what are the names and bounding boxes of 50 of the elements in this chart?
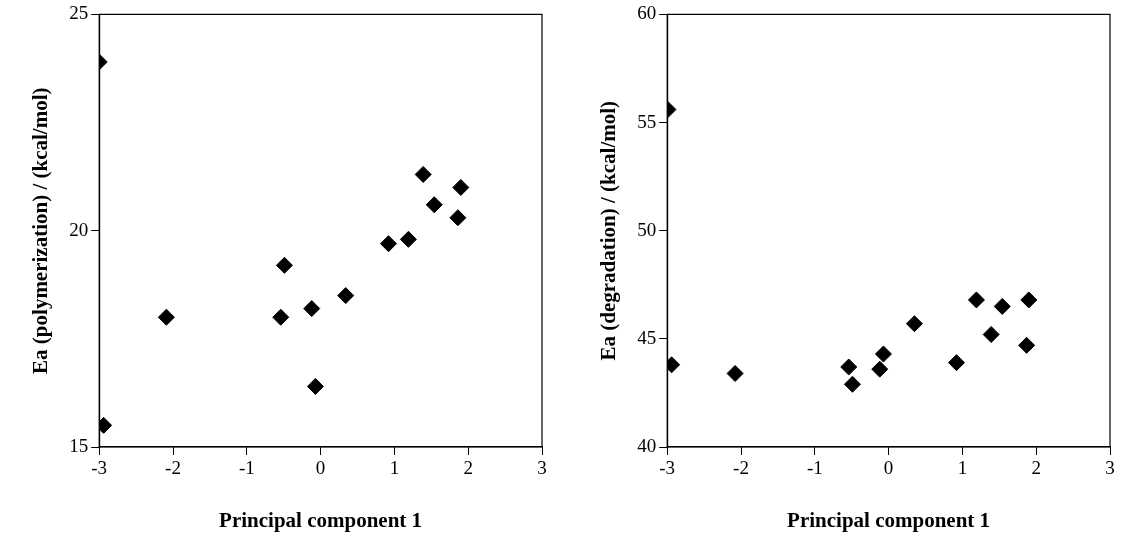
point [425, 196, 443, 214]
x-tick-label: 0 [315, 457, 326, 479]
x-tick-label: 3 [1105, 457, 1115, 479]
point [272, 308, 290, 326]
x-tick-label: 2 [1031, 457, 1041, 479]
y-tick-label: 25 [69, 2, 89, 24]
point [275, 256, 293, 274]
y-tick-label: 20 [69, 218, 89, 240]
point [449, 209, 467, 227]
point [948, 354, 965, 372]
point [414, 165, 432, 183]
y-tick-label: 15 [69, 434, 89, 456]
point [726, 364, 744, 382]
x-tick-label: 1 [389, 457, 400, 479]
x-axis-title: Principal component 1 [787, 507, 991, 532]
point [843, 375, 861, 393]
point [871, 360, 889, 378]
point [840, 358, 858, 376]
point [1018, 336, 1036, 354]
point [874, 345, 892, 363]
x-tick-label: 3 [537, 457, 547, 479]
point [452, 178, 470, 196]
x-tick-label: -1 [806, 457, 823, 479]
point [967, 291, 985, 309]
x-tick-label: -2 [165, 457, 181, 479]
y-tick-label: 60 [637, 2, 657, 24]
x-tick-label: -1 [238, 457, 255, 479]
x-tick-label: 2 [463, 457, 473, 479]
point [1020, 291, 1038, 309]
y-tick-label: 40 [637, 434, 657, 456]
y-axis-title: Ea (polymerization) / (kcal/mol) [28, 87, 53, 374]
x-tick-label: 0 [883, 457, 894, 479]
point [306, 377, 324, 395]
x-axis-title: Principal component 1 [219, 507, 423, 532]
y-tick-label: 55 [637, 110, 657, 132]
point [337, 287, 355, 305]
x-tick-label: -3 [91, 457, 108, 479]
y-tick-label: 45 [637, 326, 657, 348]
point [303, 300, 321, 318]
x-tick-label: -2 [733, 457, 749, 479]
point [905, 315, 923, 333]
x-tick-label: 1 [957, 457, 968, 479]
point [993, 297, 1011, 315]
point [982, 326, 1000, 344]
y-tick-label: 50 [637, 218, 657, 240]
point [157, 308, 175, 326]
point [399, 230, 417, 248]
point [380, 235, 397, 253]
x-tick-label: -3 [659, 457, 676, 479]
y-axis-title: Ea (degradation) / (kcal/mol) [596, 100, 621, 361]
